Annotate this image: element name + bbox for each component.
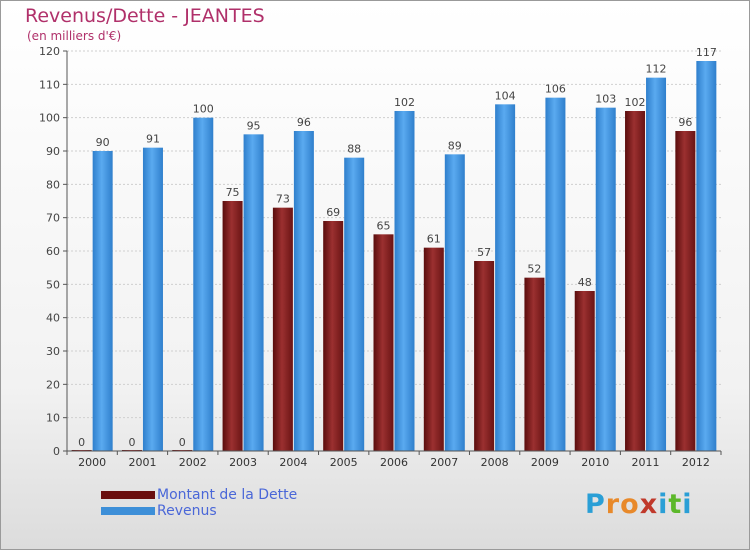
logo-letter: i	[682, 489, 693, 520]
legend-swatch-debt	[101, 491, 155, 499]
logo-letter: o	[620, 489, 640, 520]
bar-revenus	[344, 157, 365, 451]
bar-revenus	[142, 147, 163, 451]
bar-revenus	[243, 134, 264, 452]
y-tick-label: 100	[39, 112, 60, 125]
data-label: 117	[696, 46, 717, 59]
legend-swatch-revenus	[101, 507, 155, 515]
data-label: 102	[625, 96, 646, 109]
data-label: 95	[247, 119, 261, 132]
bar-dette	[222, 201, 243, 451]
x-tick-label: 2010	[581, 456, 609, 469]
y-tick-label: 50	[46, 278, 60, 291]
x-tick-label: 2012	[682, 456, 710, 469]
legend-item-debt: Montant de la Dette	[101, 487, 297, 503]
x-tick-label: 2000	[78, 456, 106, 469]
y-tick-label: 70	[46, 212, 60, 225]
bar-revenus	[545, 97, 566, 452]
legend: Montant de la Dette Revenus	[101, 487, 297, 519]
y-tick-label: 30	[46, 345, 60, 358]
x-tick-label: 2003	[229, 456, 257, 469]
y-tick-label: 0	[53, 445, 60, 458]
y-tick-label: 80	[46, 178, 60, 191]
data-label: 69	[326, 206, 340, 219]
x-tick-label: 2006	[380, 456, 408, 469]
bar-dette	[272, 207, 293, 451]
bar-revenus	[293, 131, 314, 451]
logo-letter: t	[668, 489, 683, 520]
legend-label-revenus: Revenus	[157, 503, 217, 519]
data-label: 106	[545, 83, 566, 96]
legend-label-debt: Montant de la Dette	[157, 487, 298, 503]
y-tick-label: 120	[39, 45, 60, 58]
y-tick-label: 20	[46, 378, 60, 391]
logo-letter: P	[585, 489, 606, 520]
bar-revenus	[394, 111, 415, 451]
data-label: 73	[276, 193, 290, 206]
data-label: 0	[179, 436, 186, 449]
bar-revenus	[193, 117, 214, 452]
data-label: 48	[578, 276, 592, 289]
x-tick-label: 2009	[531, 456, 559, 469]
data-label: 100	[193, 103, 214, 116]
bar-dette	[423, 247, 444, 451]
y-tick-label: 60	[46, 245, 60, 258]
bar-revenus	[444, 154, 465, 452]
logo-letter: i	[658, 489, 669, 520]
data-label: 91	[146, 133, 160, 146]
data-label: 96	[297, 116, 311, 129]
data-label: 0	[128, 436, 135, 449]
y-tick-label: 110	[39, 78, 60, 91]
data-label: 102	[394, 96, 415, 109]
data-label: 103	[595, 93, 616, 106]
data-label: 61	[427, 233, 441, 246]
x-tick-label: 2008	[481, 456, 509, 469]
logo-letter: r	[605, 489, 621, 520]
chart-title: Revenus/Dette - JEANTES	[25, 5, 265, 27]
legend-item-revenus: Revenus	[101, 503, 297, 519]
data-label: 89	[448, 139, 462, 152]
bar-dette	[323, 221, 344, 451]
data-label: 52	[527, 263, 541, 276]
bar-dette	[474, 261, 495, 451]
bar-revenus	[646, 77, 667, 452]
x-tick-label: 2002	[179, 456, 207, 469]
bar-revenus	[595, 107, 616, 452]
bar-revenus	[495, 104, 516, 451]
bar-dette	[524, 277, 545, 451]
bar-revenus	[696, 61, 717, 451]
data-label: 90	[96, 136, 110, 149]
data-label: 0	[78, 436, 85, 449]
chart-subtitle: (en milliers d'€)	[27, 29, 122, 43]
y-tick-label: 40	[46, 312, 60, 325]
data-label: 65	[377, 219, 391, 232]
x-tick-label: 2004	[279, 456, 307, 469]
x-tick-label: 2005	[330, 456, 358, 469]
data-label: 88	[347, 143, 361, 156]
y-tick-label: 10	[46, 412, 60, 425]
x-tick-label: 2001	[128, 456, 156, 469]
bar-dette	[373, 234, 394, 451]
bar-dette	[675, 131, 696, 451]
data-label: 104	[495, 89, 516, 102]
proxiti-logo: Proxiti	[585, 489, 693, 520]
data-label: 112	[646, 63, 667, 76]
x-tick-label: 2011	[632, 456, 660, 469]
y-tick-label: 90	[46, 145, 60, 158]
bar-revenus	[92, 151, 113, 451]
bar-dette	[574, 291, 595, 451]
data-label: 96	[678, 116, 692, 129]
logo-letter: x	[639, 489, 659, 520]
x-tick-label: 2007	[430, 456, 458, 469]
data-label: 75	[226, 186, 240, 199]
data-label: 57	[477, 246, 491, 259]
bar-dette	[625, 111, 646, 451]
